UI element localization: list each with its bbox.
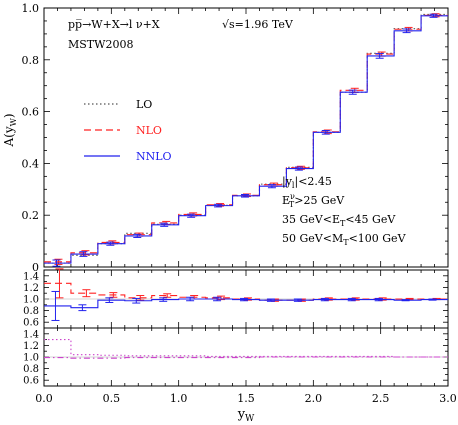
- x-tick-label: 1.5: [237, 392, 255, 405]
- x-tick-label: 2.0: [305, 392, 323, 405]
- y-tick-label: 0: [32, 261, 39, 274]
- cut-rapidity: |yl|<2.45: [282, 175, 332, 190]
- ratio-2-tick-label: 0.6: [23, 376, 39, 387]
- lower-ratio-0-histogram: [44, 339, 448, 358]
- x-tick-label: 3.0: [439, 392, 457, 405]
- process-label: pp̅→W+X→l ν+X: [68, 18, 160, 31]
- x-tick-label: 1.0: [170, 392, 188, 405]
- ratio-2-tick-label: 1.2: [23, 341, 39, 352]
- ratio-1-tick-label: 0.6: [23, 318, 39, 329]
- ratio-2-tick-label: 1.4: [23, 329, 39, 340]
- nnlo-histogram: [44, 15, 448, 264]
- ratio-2-tick-label: 1.0: [23, 353, 39, 364]
- tick-marks: [43, 7, 449, 387]
- nlo-ratio-histogram: [44, 282, 448, 301]
- x-tick-label: 2.5: [372, 392, 390, 405]
- y-tick-label: 1.0: [22, 2, 40, 15]
- cut-missing-et: Eν T>25 GeV: [282, 192, 345, 209]
- legend-nnlo-label: NNLO: [136, 150, 172, 163]
- ratio-1-tick-label: 1.0: [23, 295, 39, 306]
- x-axis-label: yW: [237, 407, 255, 424]
- legend-lo-label: LO: [136, 98, 152, 111]
- tick-labels: 0.0 0.5 1.0 1.5 2.0 2.5 3.000.20.40.60.81.00.6…: [22, 2, 457, 405]
- y-axis-label: A(yW): [2, 113, 18, 147]
- legend-nlo-label: NLO: [136, 124, 162, 137]
- legend: LO NLO NNLO: [84, 98, 172, 163]
- ratio-2-tick-label: 0.8: [23, 364, 39, 375]
- y-tick-label: 0.4: [22, 157, 40, 170]
- energy-label: √s=1.96 TeV: [222, 18, 294, 31]
- pdf-label: MSTW2008: [68, 38, 133, 51]
- data-marks: [44, 13, 448, 359]
- ratio-1-tick-label: 1.2: [23, 283, 39, 294]
- cut-transverse-mass: 50 GeV<MT<100 GeV: [282, 232, 407, 247]
- ratio-1-tick-label: 1.4: [23, 271, 39, 282]
- ratio-1-tick-label: 0.8: [23, 306, 39, 317]
- x-tick-label: 0.5: [103, 392, 121, 405]
- lower-ratio-1-histogram: [44, 356, 448, 359]
- cut-lepton-et: 35 GeV<ET<45 GeV: [282, 213, 396, 228]
- y-tick-label: 0.8: [22, 54, 40, 67]
- y-tick-label: 0.2: [22, 209, 40, 222]
- x-tick-label: 0.0: [35, 392, 53, 405]
- y-tick-label: 0.6: [22, 106, 40, 119]
- nnlo-ratio-histogram: [44, 298, 448, 309]
